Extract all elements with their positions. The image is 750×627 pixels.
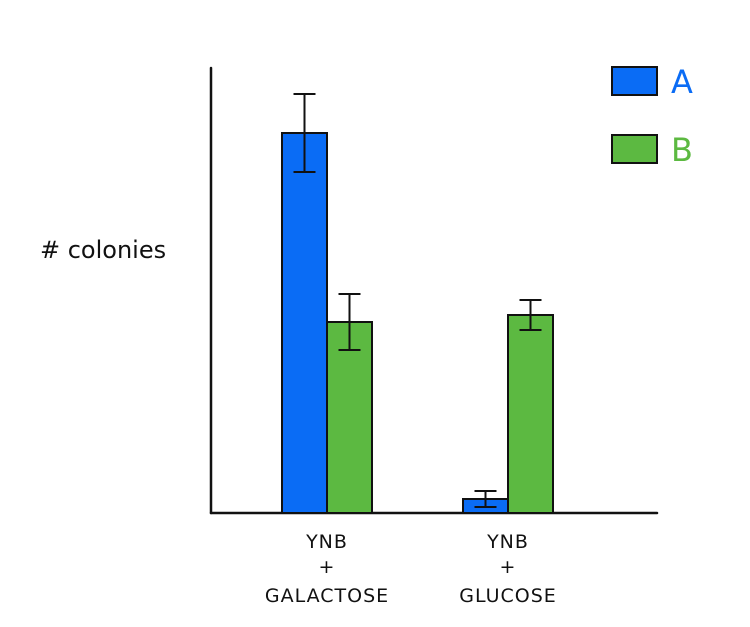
y-axis-label: # colonies xyxy=(40,236,166,264)
legend-label-a: A xyxy=(671,63,693,101)
legend-swatch-a xyxy=(611,66,658,96)
x-tick-labels: YNB + GALACTOSE YNB + GLUCOSE xyxy=(265,531,557,607)
bar-b-2 xyxy=(507,314,554,514)
error-bar-a-2 xyxy=(474,490,497,508)
axes xyxy=(209,66,659,515)
error-bar-b-2 xyxy=(519,299,542,331)
bar-a-1 xyxy=(281,132,328,514)
error-bar-a-1 xyxy=(293,93,316,173)
error-bar-b-1 xyxy=(338,293,361,351)
bar-b-1 xyxy=(326,321,373,514)
legend: AB xyxy=(611,63,693,169)
legend-swatch-b xyxy=(611,134,658,164)
x-tick-label-2: YNB + GLUCOSE xyxy=(459,531,557,607)
error-bars xyxy=(293,93,542,508)
x-tick-label-1: YNB + GALACTOSE xyxy=(265,531,389,607)
legend-label-b: B xyxy=(671,131,693,169)
bars xyxy=(281,132,554,514)
